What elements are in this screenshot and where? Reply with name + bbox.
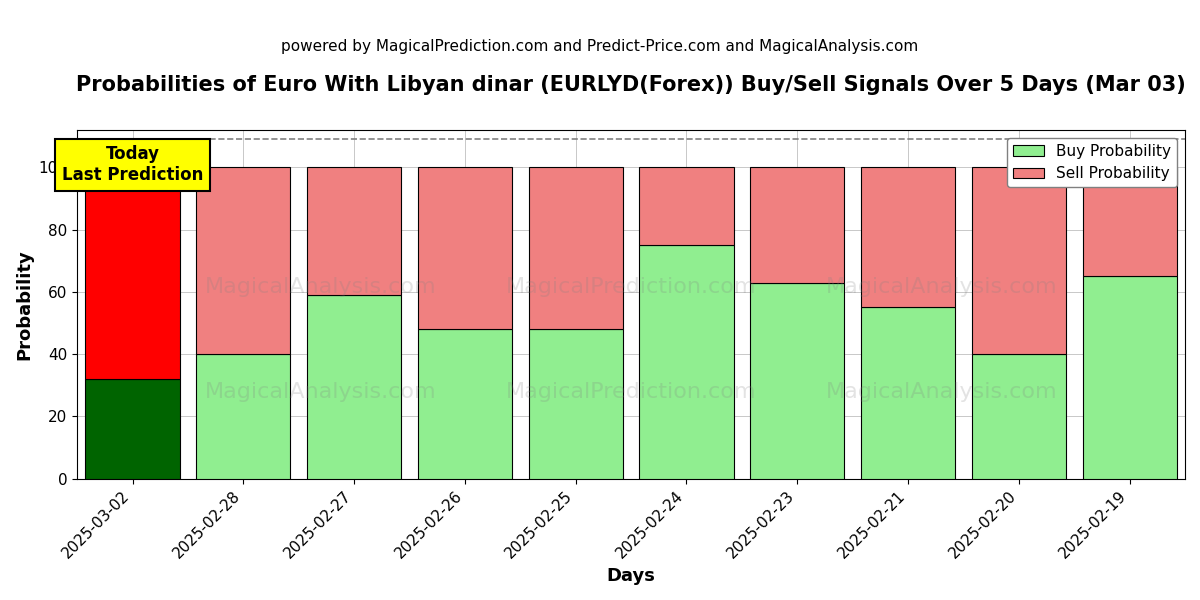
Legend: Buy Probability, Sell Probability: Buy Probability, Sell Probability xyxy=(1007,137,1177,187)
Bar xyxy=(85,379,180,479)
Bar xyxy=(85,167,180,379)
Text: MagicalAnalysis.com: MagicalAnalysis.com xyxy=(826,382,1057,401)
Text: MagicalAnalysis.com: MagicalAnalysis.com xyxy=(826,277,1057,297)
Text: MagicalAnalysis.com: MagicalAnalysis.com xyxy=(205,277,437,297)
Bar xyxy=(1082,167,1177,277)
Bar xyxy=(529,329,623,479)
Text: MagicalPrediction.com: MagicalPrediction.com xyxy=(506,277,756,297)
Bar xyxy=(307,167,401,295)
Bar xyxy=(1082,277,1177,479)
X-axis label: Days: Days xyxy=(607,567,655,585)
Title: Probabilities of Euro With Libyan dinar (EURLYD(Forex)) Buy/Sell Signals Over 5 : Probabilities of Euro With Libyan dinar … xyxy=(77,75,1186,95)
Bar xyxy=(307,295,401,479)
Bar xyxy=(750,167,845,283)
Y-axis label: Probability: Probability xyxy=(14,249,32,360)
Text: MagicalPrediction.com: MagicalPrediction.com xyxy=(506,382,756,401)
Bar xyxy=(529,167,623,329)
Bar xyxy=(972,167,1066,354)
Bar xyxy=(197,354,290,479)
Bar xyxy=(972,354,1066,479)
Bar xyxy=(640,245,733,479)
Bar xyxy=(640,167,733,245)
Text: Today
Last Prediction: Today Last Prediction xyxy=(62,145,203,184)
Bar xyxy=(860,307,955,479)
Bar xyxy=(418,329,512,479)
Bar xyxy=(750,283,845,479)
Text: powered by MagicalPrediction.com and Predict-Price.com and MagicalAnalysis.com: powered by MagicalPrediction.com and Pre… xyxy=(281,39,919,54)
Bar xyxy=(860,167,955,307)
Bar xyxy=(197,167,290,354)
Text: MagicalAnalysis.com: MagicalAnalysis.com xyxy=(205,382,437,401)
Bar xyxy=(418,167,512,329)
